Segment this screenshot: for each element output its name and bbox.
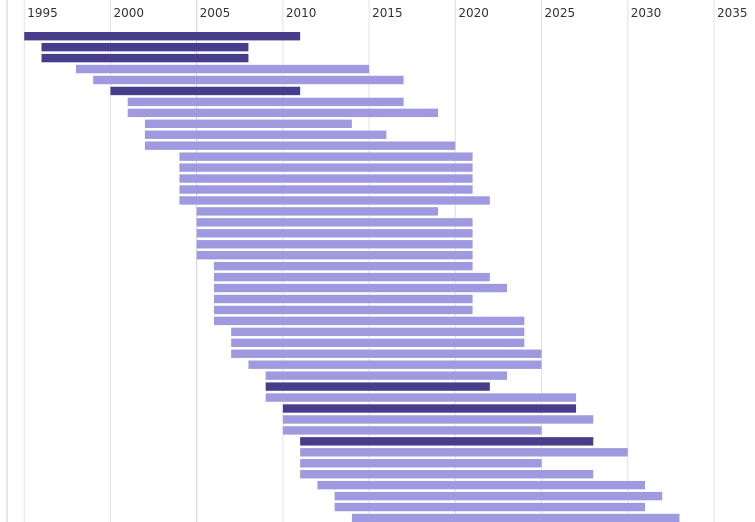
x-tick-label: 2020 (458, 6, 489, 20)
bar-highlighted (265, 382, 490, 391)
bar (144, 119, 352, 128)
bar-highlighted (300, 437, 594, 446)
bar (196, 218, 473, 227)
x-tick-label: 1995 (27, 6, 58, 20)
bar (351, 513, 680, 522)
bar-highlighted (24, 32, 301, 41)
bar (93, 75, 404, 85)
x-tick-label: 2035 (717, 6, 748, 20)
bar (196, 251, 473, 260)
bar (179, 163, 473, 172)
bar (213, 272, 490, 282)
bar (213, 283, 508, 293)
bar (179, 152, 473, 161)
bar (179, 174, 473, 183)
x-tick-label: 2030 (631, 6, 662, 20)
x-tick-label: 2015 (372, 6, 403, 20)
bar (317, 480, 646, 490)
x-tick-label: 2005 (200, 6, 231, 20)
bar-highlighted (41, 42, 249, 52)
bar (231, 349, 542, 358)
bar (300, 459, 542, 468)
bar (231, 327, 525, 337)
bar (144, 141, 456, 150)
bar-highlighted (110, 86, 301, 96)
x-tick-label: 2000 (113, 6, 144, 20)
bar (144, 130, 387, 139)
bar-layer (24, 32, 680, 522)
x-tick-label: 2025 (545, 6, 576, 20)
bar (213, 316, 525, 326)
bar (213, 305, 473, 315)
bar (265, 371, 508, 380)
bar (213, 294, 473, 304)
bar (248, 360, 542, 369)
bar (265, 393, 577, 402)
bar-highlighted (41, 53, 249, 63)
bar (127, 97, 404, 107)
bar (300, 448, 628, 457)
bar (231, 338, 525, 347)
x-tick-label: 2010 (286, 6, 317, 20)
bar (282, 426, 542, 435)
bar (179, 196, 490, 205)
bar (196, 240, 473, 249)
bar (179, 185, 473, 194)
bar (196, 229, 473, 238)
bar (334, 502, 646, 512)
bar-highlighted (282, 404, 577, 413)
bar (75, 64, 370, 74)
bar (282, 415, 594, 424)
bar (127, 108, 439, 118)
bar (213, 261, 473, 271)
bar (196, 207, 439, 216)
bar (334, 491, 663, 501)
bar (300, 470, 594, 479)
x-tick-labels: 1995 2000 2005 2010 2015 2020 2025 2030 2035 (27, 6, 747, 20)
